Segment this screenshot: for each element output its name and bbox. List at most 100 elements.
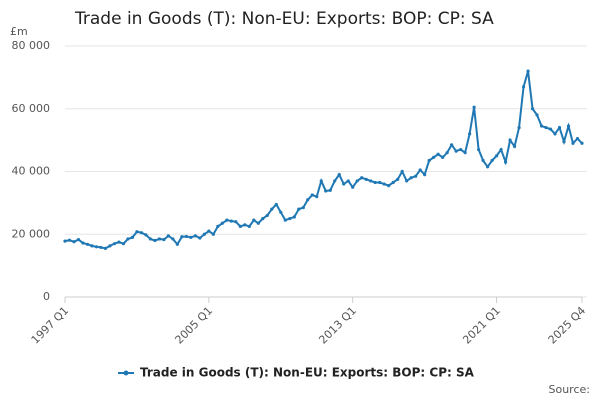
data-point [189, 235, 193, 239]
data-point [571, 141, 575, 145]
data-point [373, 180, 377, 185]
data-point [247, 224, 251, 229]
data-point [517, 125, 521, 130]
data-point [499, 147, 503, 152]
data-point [63, 239, 67, 243]
data-point [454, 149, 458, 153]
data-point [193, 234, 197, 238]
data-point [427, 158, 431, 163]
data-point [211, 232, 215, 236]
data-point [76, 237, 81, 242]
data-point [112, 242, 117, 246]
data-point [274, 202, 278, 207]
y-tick-label: 40 000 [12, 165, 51, 178]
data-point [503, 160, 508, 164]
data-point [234, 220, 238, 224]
x-tick-label: 1997 Q1 [29, 304, 72, 347]
data-point [414, 174, 418, 178]
data-point [360, 176, 364, 180]
data-point [342, 182, 346, 186]
data-point [153, 238, 157, 243]
data-point [270, 207, 274, 211]
data-point [328, 188, 332, 192]
data-point [292, 215, 296, 219]
data-point [148, 237, 153, 241]
data-point [530, 107, 535, 111]
data-point [220, 221, 224, 225]
data-point [85, 242, 90, 246]
data-point [477, 147, 481, 152]
data-point [562, 140, 566, 144]
data-point [539, 124, 544, 128]
data-point [387, 184, 391, 188]
x-tick-label: 2005 Q1 [173, 304, 216, 347]
chart-title: Trade in Goods (T): Non-EU: Exports: BOP… [74, 9, 494, 29]
data-line [64, 70, 583, 250]
data-point [67, 238, 72, 242]
y-tick-label: 20 000 [12, 227, 51, 240]
data-point [355, 179, 359, 183]
data-point [526, 69, 530, 73]
data-point [553, 132, 557, 136]
data-point [405, 179, 409, 183]
data-point [301, 205, 305, 210]
data-point [144, 233, 148, 237]
data-point [198, 236, 202, 240]
data-point [333, 179, 337, 183]
data-point [238, 224, 242, 229]
data-point [162, 237, 166, 242]
x-tick-label: 2025 Q4 [546, 304, 589, 347]
data-point [472, 105, 476, 109]
data-point [490, 158, 494, 163]
data-point [265, 213, 269, 218]
data-point [72, 240, 76, 244]
data-point [445, 151, 449, 155]
legend-marker [123, 370, 129, 376]
data-point [441, 155, 445, 159]
data-point [261, 216, 265, 221]
data-point [432, 155, 436, 159]
data-point [166, 234, 170, 238]
data-point [418, 168, 422, 172]
data-point [130, 235, 135, 239]
data-point [566, 124, 571, 128]
data-point [468, 132, 472, 136]
data-point [175, 242, 179, 246]
data-point [216, 224, 220, 229]
data-point [346, 179, 350, 183]
data-point [494, 154, 499, 158]
y-tick-label: 80 000 [12, 39, 51, 52]
data-point [396, 177, 400, 181]
data-point [117, 240, 121, 244]
data-point [535, 113, 539, 117]
data-point [315, 195, 319, 199]
data-point [382, 182, 386, 186]
data-point [364, 177, 368, 181]
data-point [139, 231, 144, 235]
legend-label: Trade in Goods (T): Non-EU: Exports: BOP… [140, 366, 475, 380]
data-point [508, 138, 512, 142]
data-point [126, 237, 130, 241]
data-point [184, 234, 188, 239]
data-point [351, 185, 355, 189]
data-point [485, 165, 490, 169]
data-point [279, 210, 283, 214]
data-point [400, 169, 404, 174]
data-point [369, 179, 373, 183]
data-point [324, 189, 328, 193]
data-point [580, 141, 584, 145]
data-point [544, 125, 548, 130]
data-point [310, 193, 314, 197]
data-point [207, 229, 211, 233]
data-point [180, 235, 184, 239]
data-point [521, 85, 526, 89]
data-point [90, 244, 94, 248]
data-point [121, 242, 126, 246]
data-point [81, 241, 85, 245]
data-point [243, 223, 247, 227]
data-point [391, 180, 395, 185]
data-point [378, 180, 382, 185]
data-point [103, 246, 108, 250]
